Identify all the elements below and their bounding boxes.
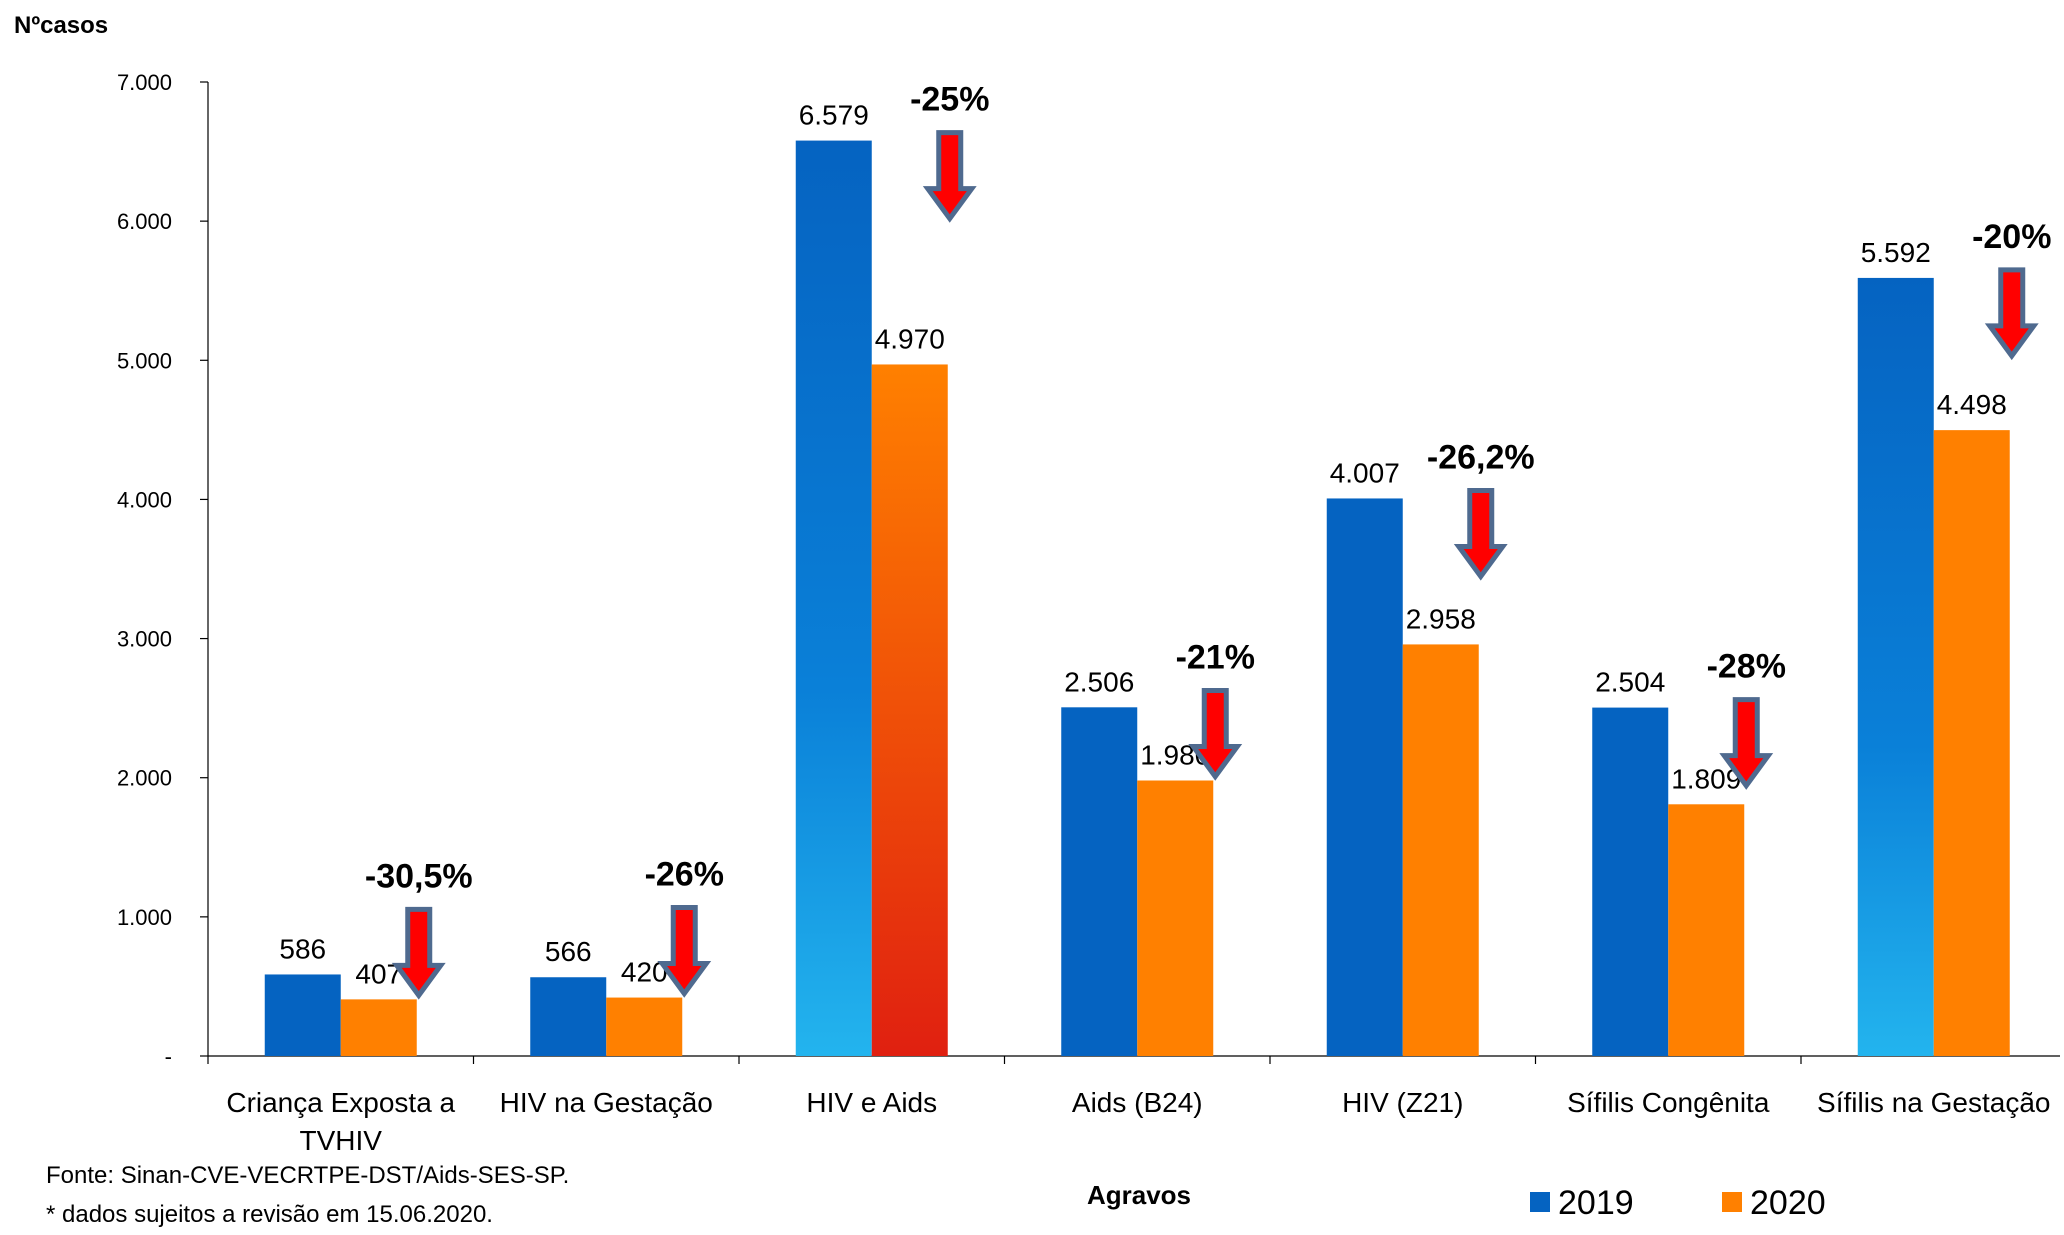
change-annotation: -30,5% xyxy=(365,857,473,895)
down-arrow-icon xyxy=(1984,267,2039,361)
y-axis-title: Nºcasos xyxy=(14,12,108,39)
bar-2019 xyxy=(530,977,607,1056)
legend-label-2020: 2020 xyxy=(1750,1184,1826,1222)
data-label-2019: 5.592 xyxy=(1861,237,1931,268)
change-annotation: -26% xyxy=(645,856,724,894)
down-arrow-icon xyxy=(1453,487,1508,581)
bar-2020 xyxy=(340,999,417,1056)
bar-2019 xyxy=(264,974,341,1056)
change-annotation: -25% xyxy=(910,81,989,119)
bar-2020 xyxy=(1933,430,2010,1056)
data-label-2019: 2.506 xyxy=(1064,666,1134,697)
y-tick-label: 6.000 xyxy=(117,209,172,234)
y-tick-label: 7.000 xyxy=(117,70,172,95)
change-annotation: -26,2% xyxy=(1427,438,1535,476)
change-annotation: -20% xyxy=(1972,218,2051,256)
bar-2020 xyxy=(606,997,683,1056)
bar-2020 xyxy=(1137,780,1214,1056)
legend-swatch-2020 xyxy=(1722,1192,1742,1212)
y-tick-label: 3.000 xyxy=(117,627,172,652)
legend-label-2019: 2019 xyxy=(1558,1184,1634,1222)
down-arrow-icon xyxy=(657,905,712,998)
bar-2019 xyxy=(1592,707,1669,1056)
bar-2019 xyxy=(795,140,872,1056)
down-arrow-icon xyxy=(391,906,446,1000)
x-tick-label: Sífilis Congênita xyxy=(1567,1087,1770,1118)
down-arrow-icon xyxy=(1719,697,1774,790)
change-annotation: -28% xyxy=(1707,648,1786,686)
source-footnote: Fonte: Sinan-CVE-VECRTPE-DST/Aids-SES-SP… xyxy=(46,1162,569,1189)
data-label-2020: 1.809 xyxy=(1671,763,1741,794)
data-label-2019: 586 xyxy=(279,933,326,964)
bar-2019 xyxy=(1326,498,1403,1056)
x-tick-label: Criança Exposta a TVHIV xyxy=(226,1087,455,1156)
x-tick-label: HIV na Gestação xyxy=(500,1087,713,1118)
bar-2020 xyxy=(1668,804,1745,1056)
data-label-2019: 2.504 xyxy=(1595,667,1665,698)
down-arrow-icon xyxy=(922,130,977,223)
data-label-2020: 4.498 xyxy=(1937,389,2007,420)
data-label-2019: 4.007 xyxy=(1330,457,1400,488)
x-axis-title: Agravos xyxy=(1087,1180,1191,1210)
revision-footnote: * dados sujeitos a revisão em 15.06.2020… xyxy=(46,1201,493,1228)
data-label-2020: 4.970 xyxy=(875,323,945,354)
x-tick-label: Aids (B24) xyxy=(1072,1087,1203,1118)
data-label-2019: 566 xyxy=(545,936,592,967)
bar-2019 xyxy=(1857,277,1934,1056)
data-label-2019: 6.579 xyxy=(799,100,869,131)
bar-2020 xyxy=(1402,644,1479,1056)
change-annotation: -21% xyxy=(1176,638,1255,676)
legend-swatch-2019 xyxy=(1530,1192,1550,1212)
data-label-2020: 2.958 xyxy=(1406,603,1476,634)
x-tick-label: HIV e Aids xyxy=(806,1087,937,1118)
x-tick-label: Sífilis na Gestação xyxy=(1817,1087,2050,1118)
bar-2020 xyxy=(871,364,948,1057)
y-tick-label: 5.000 xyxy=(117,348,172,373)
y-tick-label: 4.000 xyxy=(117,487,172,512)
x-tick-label: HIV (Z21) xyxy=(1342,1087,1463,1118)
down-arrow-icon xyxy=(1188,687,1243,781)
y-tick-label: 2.000 xyxy=(117,766,172,791)
y-tick-label: 1.000 xyxy=(117,905,172,930)
y-tick-label: - xyxy=(165,1044,172,1069)
bar-2019 xyxy=(1061,707,1138,1056)
